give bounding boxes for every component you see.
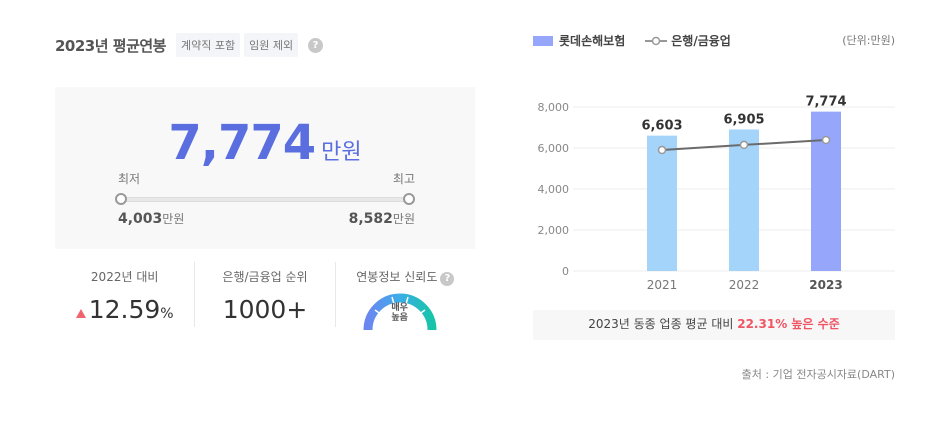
max-label: 최고 (392, 172, 415, 186)
stat-caption: 2022년 대비 (90, 270, 159, 284)
gauge-arc-icon (363, 293, 437, 330)
min-label: 최저 (118, 172, 141, 186)
min-salary-value: 4,003 (118, 211, 163, 227)
x-tick-label: 2021 (647, 278, 678, 292)
line-point-icon[interactable] (821, 135, 831, 145)
yoy-value: 12.59 (88, 295, 161, 324)
salary-range-track (121, 197, 409, 202)
summary-header: 2023년 평균연봉 계약직 포함 임원 제외 ? (55, 32, 324, 58)
average-salary-box: 7,774 만원 최저 최고 4,003만원 8,582만원 (55, 87, 475, 249)
bar-2023[interactable] (811, 111, 841, 271)
reliability-gauge: 매우 높음 (363, 290, 437, 330)
note-highlight: 22.31% 높은 수준 (737, 317, 840, 331)
gauge-label-line2: 높음 (391, 313, 408, 323)
stat-value: 12.59% (55, 295, 194, 324)
page-title: 2023년 평균연봉 (55, 36, 166, 55)
min-salary: 4,003만원 (118, 210, 184, 227)
legend-bar-swatch-icon (533, 35, 553, 46)
bar-value-label: 7,774 (805, 95, 846, 110)
y-tick-label: 8,000 (538, 101, 570, 114)
stat-caption: 은행/금융업 순위 (222, 270, 308, 284)
data-source: 출처 : 기업 전자공시자료(DART) (741, 368, 895, 381)
legend-bar-label: 롯데손해보험 (559, 34, 626, 48)
stat-caption: 연봉정보 신뢰도? (336, 268, 475, 286)
y-tick-label: 0 (562, 265, 569, 278)
max-marker-icon (403, 193, 415, 205)
reliability-caption: 연봉정보 신뢰도 (356, 270, 438, 284)
stat-yoy-change: 2022년 대비 12.59% (55, 262, 194, 327)
line-point-icon[interactable] (739, 140, 749, 150)
legend-line-label: 은행/금융업 (671, 34, 731, 48)
help-icon[interactable]: ? (440, 271, 455, 286)
help-icon[interactable]: ? (308, 37, 324, 53)
bar-2021[interactable] (647, 135, 677, 271)
bar-2022[interactable] (729, 129, 759, 271)
unit-note: (단위:만원) (842, 34, 895, 47)
bar-value-label: 6,603 (641, 119, 682, 134)
comparison-note: 2023년 동종 업종 평균 대비 22.31% 높은 수준 (533, 310, 895, 340)
average-salary: 7,774 만원 (55, 115, 475, 171)
note-text: 2023년 동종 업종 평균 대비 (588, 317, 738, 331)
max-salary: 8,582만원 (349, 210, 415, 227)
salary-summary-panel: 2023년 평균연봉 계약직 포함 임원 제외 ? 7,774 만원 최저 최고 … (55, 0, 475, 427)
line-point-icon[interactable] (657, 145, 667, 155)
bar-value-label: 6,905 (723, 112, 764, 127)
min-salary-unit: 만원 (162, 212, 185, 226)
percent-sign: % (160, 306, 174, 322)
x-tick-label: 2022 (729, 278, 760, 292)
min-marker-icon (115, 193, 127, 205)
stats-row: 2022년 대비 12.59% 은행/금융업 순위 1000+ 연봉정보 신뢰도… (55, 262, 475, 330)
gauge-label: 매우 높음 (363, 303, 437, 323)
gauge-label-line1: 매우 (391, 303, 408, 313)
tag-executive-excluded: 임원 제외 (244, 33, 299, 57)
average-salary-value: 7,774 (168, 115, 316, 171)
legend-line-swatch-icon (645, 36, 668, 45)
average-salary-unit: 만원 (321, 140, 362, 165)
up-arrow-icon (75, 309, 86, 318)
stat-industry-rank: 은행/금융업 순위 1000+ (194, 262, 334, 327)
stat-value: 1000+ (222, 295, 308, 324)
tag-contract-included: 계약직 포함 (175, 33, 241, 57)
max-salary-unit: 만원 (392, 212, 415, 226)
salary-chart-panel: 롯데손해보험 은행/금융업 (단위:만원) 0 2,000 4,000 6,000 8,… (533, 0, 895, 427)
x-tick-label: 2023 (809, 278, 842, 292)
y-tick-label: 2,000 (538, 224, 570, 237)
max-salary-value: 8,582 (348, 211, 393, 227)
chart-legend: 롯데손해보험 은행/금융업 (533, 32, 731, 49)
y-tick-label: 4,000 (538, 183, 570, 196)
salary-bar-chart: 0 2,000 4,000 6,000 8,000 6,603 2021 6,905 2022 7… (538, 95, 895, 292)
y-tick-label: 6,000 (538, 142, 570, 155)
stat-reliability: 연봉정보 신뢰도? 매우 높음 (334, 262, 475, 330)
